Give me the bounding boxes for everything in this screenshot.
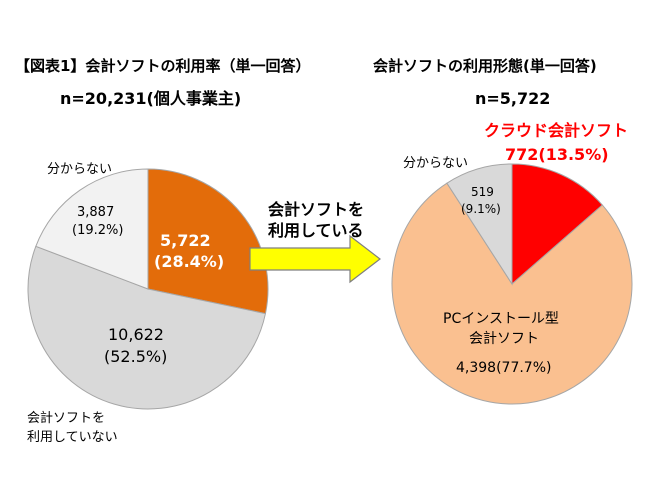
right-chart-subtitle: n=5,722 [475,89,550,108]
arrow-text-line1: 会計ソフトを [268,200,364,219]
left-using-value: 5,722 [160,231,211,250]
right-pie-chart [391,163,633,405]
right-unknown-label: 分からない [403,156,468,171]
left-notusing-label-line2: 利用していない [27,430,118,445]
left-chart-title: 【図表1】会計ソフトの利用率（単一回答） [15,57,310,75]
left-chart-subtitle: n=20,231(個人事業主) [60,89,241,108]
left-notusing-label-line1: 会計ソフトを [27,410,105,426]
left-unknown-percent: (19.2%) [72,223,123,238]
left-unknown-label: 分からない [47,162,112,177]
right-pc-label-line2: 会計ソフト [469,331,539,347]
left-notusing-percent: (52.5%) [104,347,167,366]
right-pc-label-line1: PCインストール型 [443,311,559,327]
right-pie-slice-2 [446,163,513,286]
right-cloud-value: 772(13.5%) [505,145,609,164]
left-pie-slice-0 [147,168,269,315]
left-using-percent: (28.4%) [154,252,224,271]
right-chart-title: 会計ソフトの利用形態(単一回答) [373,57,597,75]
right-unknown-percent: (9.1%) [461,202,501,216]
right-pie-slice-1 [391,182,633,405]
left-pie-chart [27,168,269,410]
right-unknown-value: 519 [471,185,494,199]
arrow-shape [249,234,381,284]
right-pc-value: 4,398(77.7%) [456,360,551,376]
left-unknown-value: 3,887 [77,205,114,220]
arrow-text-line2: 利用している [268,221,364,240]
right-cloud-label: クラウド会計ソフト [484,121,628,140]
left-pie-slice-2 [35,168,149,290]
left-pie-slice-1 [27,245,267,410]
left-notusing-value: 10,622 [108,325,164,344]
right-pie-slice-0 [511,163,604,286]
